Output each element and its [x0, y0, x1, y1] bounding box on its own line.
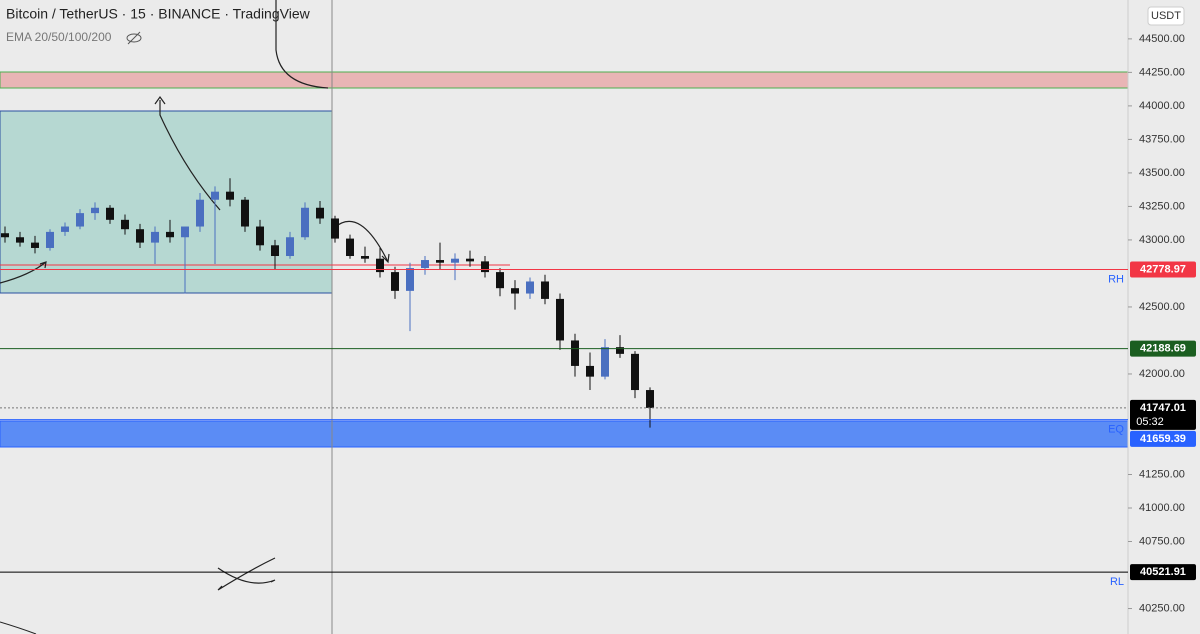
candle-body: [556, 298, 564, 341]
candle-body: [256, 226, 264, 246]
y-tick-label: 42500.00: [1139, 301, 1185, 313]
y-tick-label: 40250.00: [1139, 602, 1185, 614]
price-tag-label: 41747.01: [1140, 402, 1186, 414]
candle-body: [316, 207, 324, 219]
candle-body: [181, 226, 189, 238]
candle-body: [406, 268, 414, 291]
drawing: [154, 95, 221, 211]
y-tick-label: 44000.00: [1139, 100, 1185, 112]
drawing: [0, 261, 47, 284]
price-tag-label: 42188.69: [1140, 343, 1186, 355]
drawing: [333, 220, 390, 264]
candle-body: [241, 199, 249, 227]
countdown: 05:32: [1136, 416, 1164, 428]
candle-body: [616, 347, 624, 354]
candle-body: [451, 258, 459, 263]
level-label: EQ: [1108, 424, 1124, 436]
candle-body: [1, 233, 9, 238]
indicator-label: EMA 20/50/100/200: [6, 30, 112, 44]
eye-strike: [127, 31, 141, 45]
y-tick-label: 43750.00: [1139, 133, 1185, 145]
range-box: [0, 110, 333, 294]
price-tag: [1130, 261, 1196, 278]
candle-body: [136, 229, 144, 243]
candle-body: [31, 242, 39, 248]
y-tick-label: 44500.00: [1139, 33, 1185, 45]
candle-body: [91, 207, 99, 214]
eye: [126, 33, 142, 43]
drawing: [275, 0, 329, 89]
candle-body: [301, 207, 309, 238]
y-tick-label: 43000.00: [1139, 234, 1185, 246]
candle-body: [436, 260, 444, 263]
price-tag: [1130, 430, 1196, 447]
supply-zone: [0, 71, 1129, 89]
candle-body: [541, 281, 549, 299]
price-tag: [1130, 340, 1196, 357]
y-tick-label: 42000.00: [1139, 368, 1185, 380]
candle-body: [346, 238, 354, 257]
candle-body: [166, 231, 174, 238]
candle-body: [76, 213, 84, 227]
y-tick-label: 40750.00: [1139, 535, 1185, 547]
candle-body: [46, 231, 54, 248]
candle-body: [631, 353, 639, 391]
candle-body: [586, 365, 594, 377]
candle-body: [226, 191, 234, 200]
candle-body: [526, 281, 534, 294]
candle-body: [511, 288, 519, 294]
y-tick-label: 41250.00: [1139, 468, 1185, 480]
candle-body: [481, 261, 489, 273]
eq-zone: [0, 420, 1129, 448]
candle-body: [646, 390, 654, 408]
candle-body: [121, 219, 129, 230]
price-tag: [1130, 564, 1196, 581]
candle-body: [151, 231, 159, 243]
candle-body: [376, 258, 384, 273]
candle-body: [286, 237, 294, 257]
candle-body: [496, 272, 504, 289]
candle-body: [601, 347, 609, 377]
candle-body: [571, 340, 579, 366]
candle-body: [391, 272, 399, 291]
price-tag-label: 42778.97: [1140, 263, 1186, 275]
candle-body: [61, 226, 69, 232]
candle-body: [106, 207, 114, 220]
price-tag-label: 41659.39: [1140, 433, 1186, 445]
y-tick-label: 43500.00: [1139, 167, 1185, 179]
candle-body: [466, 258, 474, 262]
level-label: RH: [1108, 273, 1124, 285]
price-tag-label: 40521.91: [1140, 566, 1186, 578]
drawing: [0, 621, 37, 634]
currency: USDT: [1151, 10, 1181, 22]
currency-badge[interactable]: [1147, 6, 1185, 26]
y-tick-label: 44250.00: [1139, 66, 1185, 78]
candle-body: [271, 245, 279, 257]
candle-body: [421, 260, 429, 269]
level-label: RL: [1110, 576, 1124, 588]
candle-body: [196, 199, 204, 227]
y-tick-label: 43250.00: [1139, 200, 1185, 212]
candle-body: [361, 256, 369, 259]
candle-body: [16, 237, 24, 243]
visibility-icon[interactable]: [126, 31, 142, 45]
candle-body: [211, 191, 219, 200]
price-tag: [1130, 399, 1196, 430]
symbol-title: Bitcoin / TetherUS · 15 · BINANCE · Trad…: [6, 6, 311, 22]
y-tick-label: 41000.00: [1139, 502, 1185, 514]
candle-body: [331, 218, 339, 239]
